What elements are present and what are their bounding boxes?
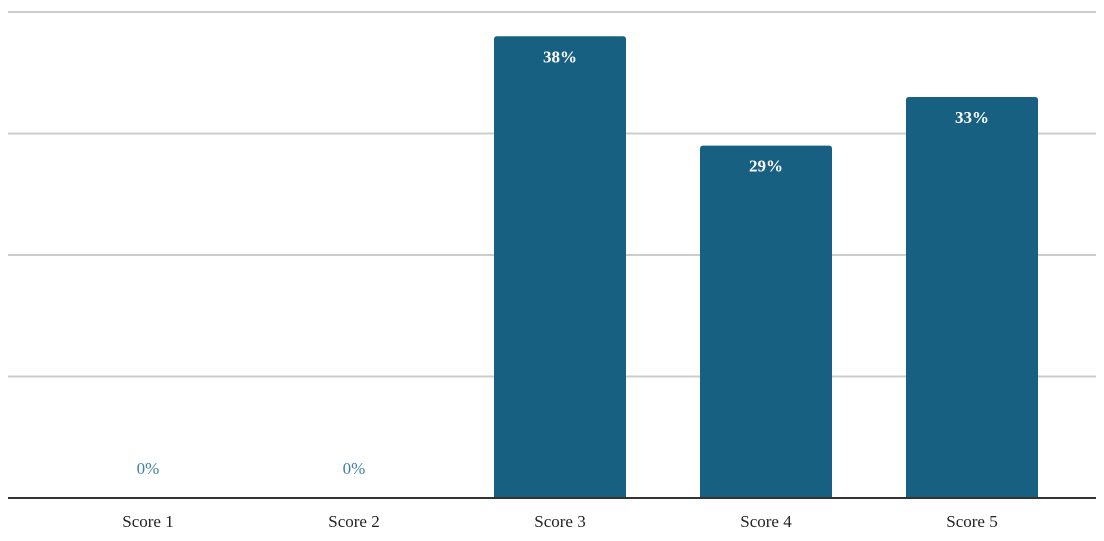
x-axis-tick-labels: Score 1 Score 2 Score 3 Score 4 Score 5 [122,512,997,531]
data-labels: 0% 0% 38% 29% 33% [137,47,989,478]
bar-score-5 [906,97,1038,499]
bar-score-3 [494,36,626,499]
x-tick-score-4: Score 4 [740,512,792,531]
data-label-score-2: 0% [343,459,366,478]
bars [494,36,1038,499]
x-tick-score-1: Score 1 [122,512,173,531]
bar-score-4 [700,145,832,498]
x-tick-score-2: Score 2 [328,512,379,531]
x-tick-score-5: Score 5 [946,512,997,531]
data-label-score-1: 0% [137,459,160,478]
data-label-score-4: 29% [749,157,783,176]
x-tick-score-3: Score 3 [534,512,585,531]
data-label-score-5: 33% [955,108,989,127]
data-label-score-3: 38% [543,47,577,66]
